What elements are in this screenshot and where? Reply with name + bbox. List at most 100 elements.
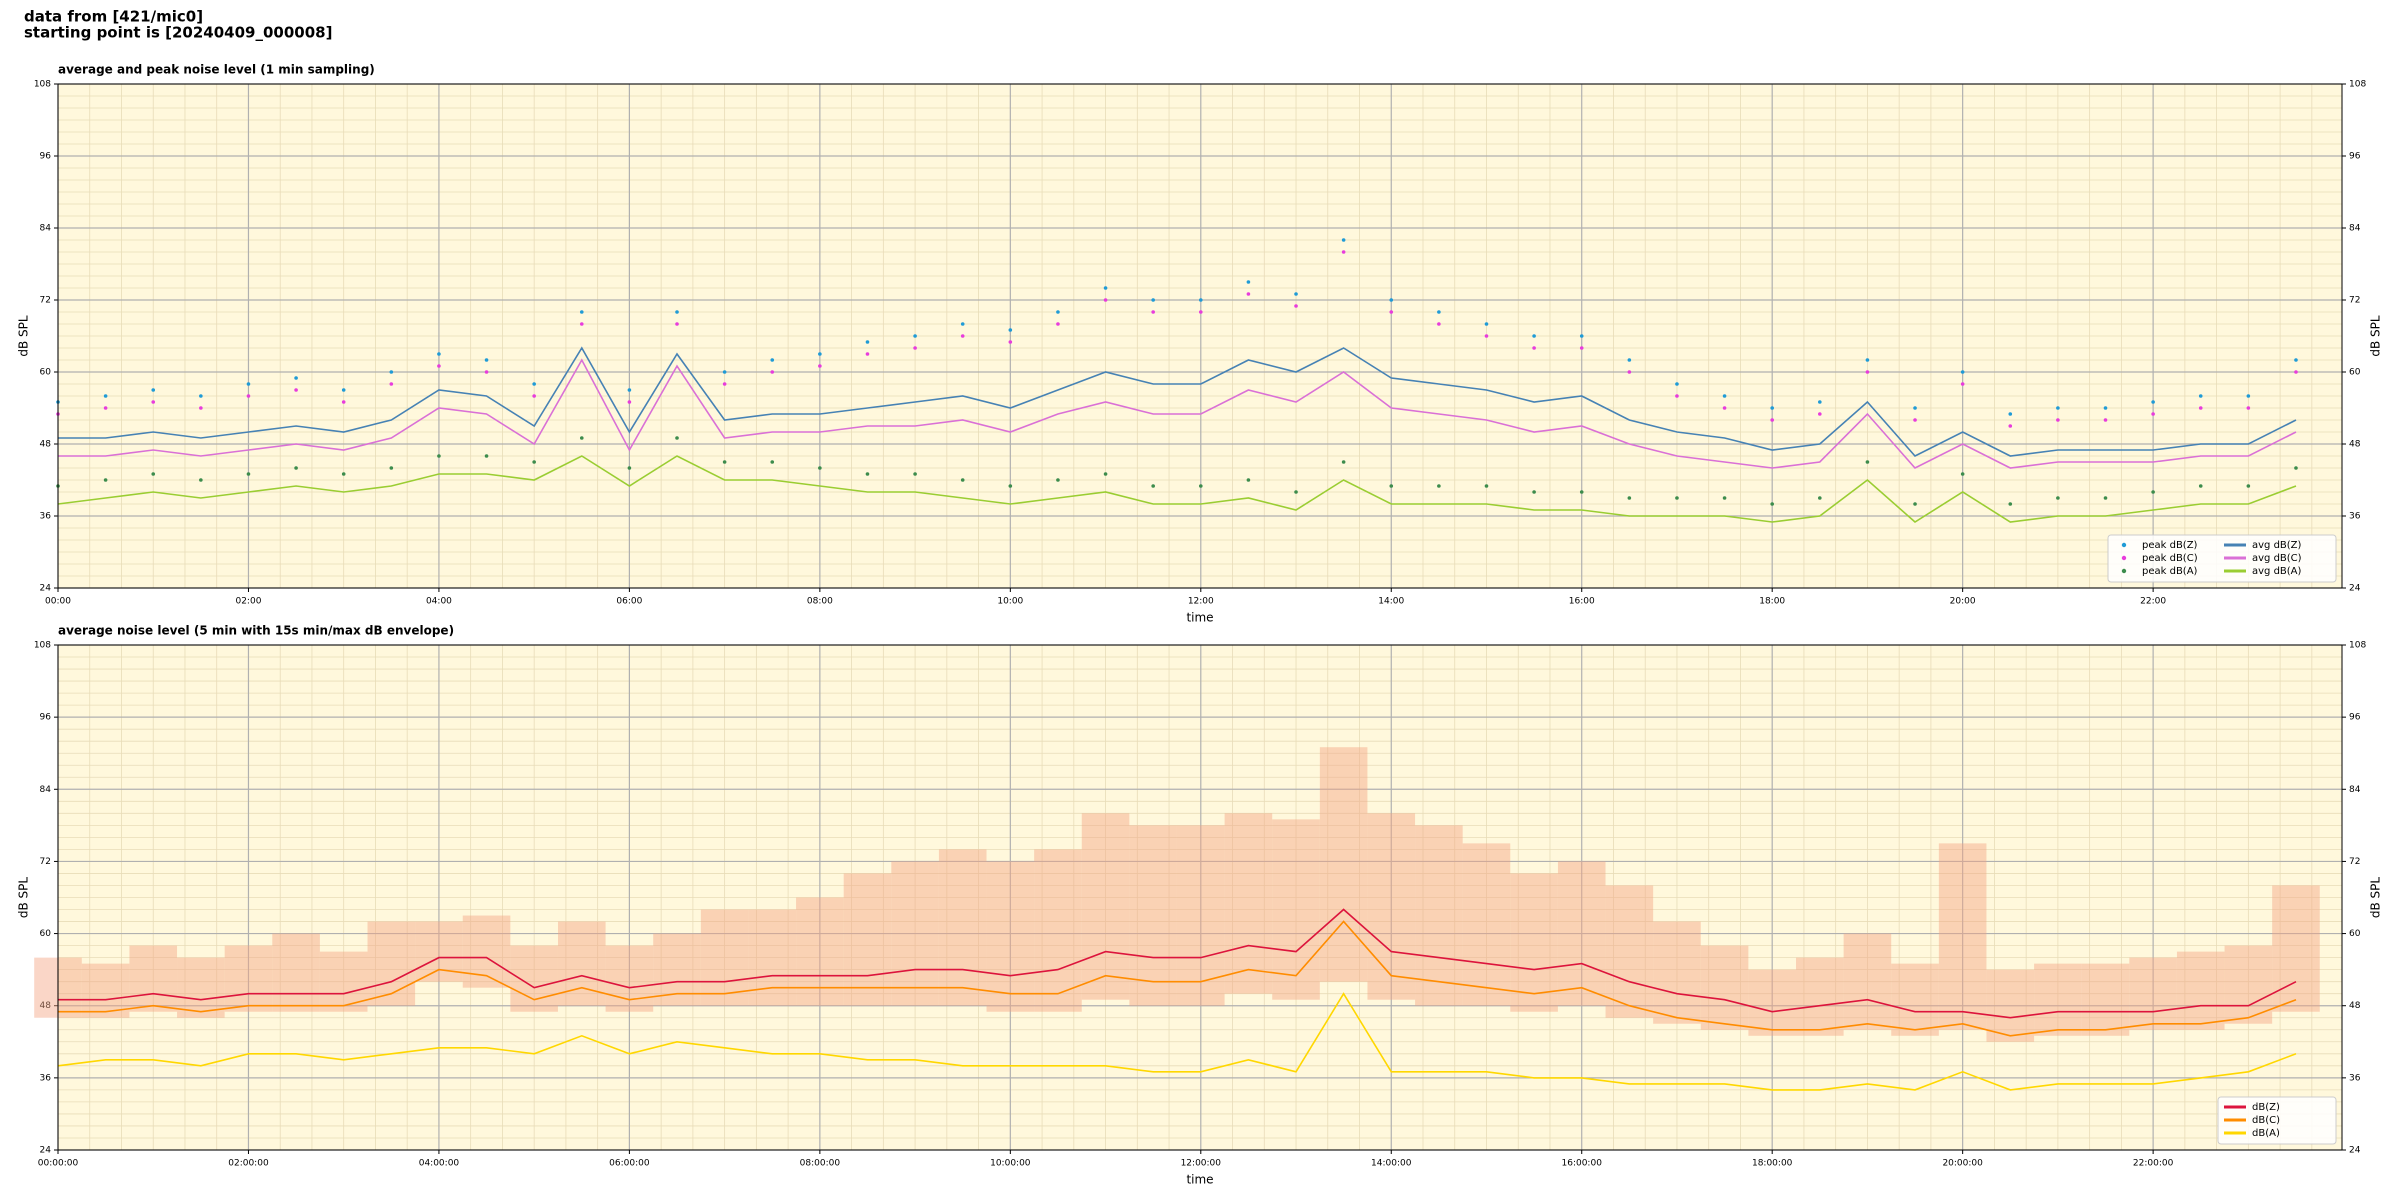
envelope xyxy=(367,921,416,1006)
x-tick-label: 08:00 xyxy=(807,597,833,607)
peak-point xyxy=(2008,502,2013,506)
plot-frame xyxy=(57,83,2343,589)
envelope xyxy=(1891,963,1939,1036)
peak-point xyxy=(675,322,679,326)
x-tick-label: 00:00:00 xyxy=(38,1159,79,1169)
y-tick-label: 36 xyxy=(40,512,52,522)
series-line xyxy=(57,455,2297,523)
peak-point xyxy=(2151,490,2155,494)
peak-point xyxy=(1818,412,1822,416)
envelope xyxy=(415,921,463,982)
plot-frame xyxy=(57,644,2343,1151)
peak-point xyxy=(2198,406,2203,410)
peak-point xyxy=(341,472,346,476)
peak-point xyxy=(1008,328,1013,332)
envelope xyxy=(462,915,511,988)
series-line xyxy=(57,992,2297,1091)
peak-point xyxy=(2103,496,2108,500)
peak-point xyxy=(1389,310,1394,314)
y-tick-label: 108 xyxy=(2349,80,2366,90)
y-tick-label: 60 xyxy=(40,929,52,939)
y-axis-label: dB SPL xyxy=(17,877,31,919)
peak-point xyxy=(1960,472,1965,476)
envelope xyxy=(1462,843,1511,1006)
peak-point xyxy=(1770,406,1774,410)
peak-point xyxy=(103,394,108,398)
legend-box xyxy=(2217,1096,2337,1145)
peak-point xyxy=(1198,298,1203,302)
peak-point xyxy=(103,478,108,482)
peak-point xyxy=(1056,322,1060,326)
x-tick-label: 12:00 xyxy=(1188,597,1214,607)
peak-point xyxy=(341,388,346,392)
peak-point xyxy=(1579,334,1584,338)
peak-point xyxy=(2246,484,2251,488)
legend-marker xyxy=(2121,555,2127,561)
peak-point xyxy=(579,436,584,440)
envelope xyxy=(1510,873,1558,1012)
peak-point xyxy=(960,478,965,482)
chart-title: average and peak noise level (1 min samp… xyxy=(58,63,375,77)
y-tick-label: 96 xyxy=(40,152,52,162)
series-line xyxy=(58,920,2297,1037)
peak-point xyxy=(532,460,536,464)
peak-point xyxy=(960,334,965,338)
peak-point xyxy=(1294,292,1298,296)
envelope xyxy=(129,945,178,1012)
peak-point xyxy=(1865,358,1870,362)
envelope xyxy=(1272,819,1320,1000)
x-tick-label: 10:00:00 xyxy=(990,1159,1031,1169)
peak-point xyxy=(1722,394,1727,398)
envelope xyxy=(700,909,749,1006)
legend-label: peak dB(C) xyxy=(2142,553,2198,564)
peak-point xyxy=(627,400,632,404)
envelope xyxy=(1796,957,1844,1036)
peak-point xyxy=(1341,238,1346,242)
peak-point xyxy=(1198,484,1203,488)
legend-label: dB(Z) xyxy=(2252,1102,2280,1113)
x-tick-label: 08:00:00 xyxy=(800,1159,841,1169)
x-tick-label: 02:00 xyxy=(235,597,261,607)
peak-point xyxy=(913,334,917,338)
peak-point xyxy=(1818,496,1822,500)
legend-label: avg dB(A) xyxy=(2252,566,2302,577)
y-tick-label: 36 xyxy=(40,1073,52,1083)
peak-point xyxy=(1103,472,1108,476)
envelope xyxy=(1415,825,1463,1006)
x-tick-label: 22:00 xyxy=(2140,597,2166,607)
peak-point xyxy=(294,388,298,392)
peak-point xyxy=(199,406,203,410)
envelope xyxy=(891,861,939,1006)
envelope xyxy=(177,957,225,1018)
envelope xyxy=(1843,933,1892,1030)
peak-point xyxy=(484,454,489,458)
y-tick-label: 48 xyxy=(40,440,52,450)
envelope xyxy=(1129,825,1177,1006)
x-axis-label: time xyxy=(1186,1173,1213,1187)
peak-point xyxy=(1246,292,1251,296)
peak-point xyxy=(2294,358,2298,362)
peak-point xyxy=(960,322,965,326)
chart-title: average noise level (5 min with 15s min/… xyxy=(58,624,454,638)
peak-point xyxy=(2294,370,2298,374)
envelope xyxy=(1319,747,1368,982)
peak-point xyxy=(532,394,536,398)
peak-point xyxy=(865,352,870,356)
y-tick-label: 96 xyxy=(2349,152,2361,162)
x-tick-label: 20:00:00 xyxy=(1942,1159,1983,1169)
peak-point xyxy=(1865,370,1870,374)
envelope xyxy=(557,921,606,1006)
peak-point xyxy=(1246,478,1251,482)
envelope xyxy=(319,951,368,1012)
envelope xyxy=(986,861,1035,1012)
x-tick-label: 06:00 xyxy=(616,597,642,607)
peak-point xyxy=(2008,424,2013,428)
x-tick-label: 12:00:00 xyxy=(1181,1159,1222,1169)
peak-point xyxy=(1437,484,1441,488)
envelope xyxy=(1938,843,1987,1030)
peak-point xyxy=(770,370,775,374)
peak-point xyxy=(1818,400,1822,404)
peak-point xyxy=(532,382,536,386)
header-line: data from [421/mic0] xyxy=(24,8,203,26)
